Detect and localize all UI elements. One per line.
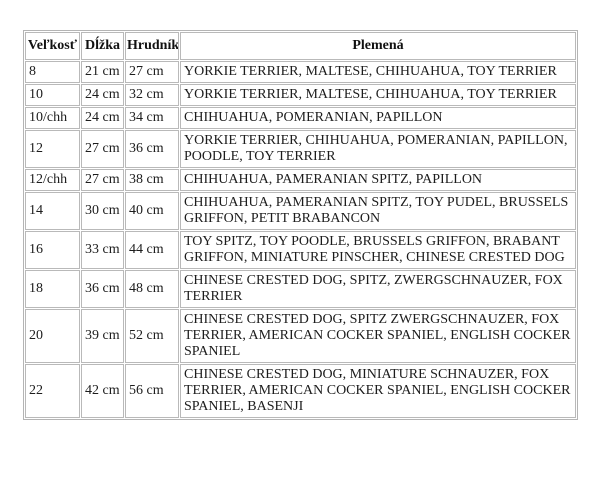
- dog-size-table: Veľkosť Dĺžka Hrudník Plemená 8 21 cm 27…: [23, 30, 578, 420]
- cell-length: 27 cm: [81, 169, 124, 191]
- cell-breeds: CHIHUAHUA, PAMERANIAN SPITZ, TOY PUDEL, …: [180, 192, 576, 230]
- cell-length: 24 cm: [81, 84, 124, 106]
- table-row: 12/chh 27 cm 38 cm CHIHUAHUA, PAMERANIAN…: [25, 169, 576, 191]
- table-header-row: Veľkosť Dĺžka Hrudník Plemená: [25, 32, 576, 60]
- cell-size: 14: [25, 192, 80, 230]
- table-row: 8 21 cm 27 cm YORKIE TERRIER, MALTESE, C…: [25, 61, 576, 83]
- cell-breeds: CHIHUAHUA, POMERANIAN, PAPILLON: [180, 107, 576, 129]
- table-row: 12 27 cm 36 cm YORKIE TERRIER, CHIHUAHUA…: [25, 130, 576, 168]
- cell-chest: 56 cm: [125, 364, 179, 418]
- cell-chest: 27 cm: [125, 61, 179, 83]
- column-header-breeds: Plemená: [180, 32, 576, 60]
- cell-chest: 52 cm: [125, 309, 179, 363]
- cell-size: 8: [25, 61, 80, 83]
- cell-chest: 48 cm: [125, 270, 179, 308]
- cell-chest: 32 cm: [125, 84, 179, 106]
- cell-length: 21 cm: [81, 61, 124, 83]
- cell-length: 42 cm: [81, 364, 124, 418]
- cell-breeds: YORKIE TERRIER, CHIHUAHUA, POMERANIAN, P…: [180, 130, 576, 168]
- cell-breeds: CHINESE CRESTED DOG, SPITZ, ZWERGSCHNAUZ…: [180, 270, 576, 308]
- cell-chest: 34 cm: [125, 107, 179, 129]
- cell-size: 10: [25, 84, 80, 106]
- cell-size: 16: [25, 231, 80, 269]
- cell-length: 24 cm: [81, 107, 124, 129]
- cell-breeds: CHINESE CRESTED DOG, MINIATURE SCHNAUZER…: [180, 364, 576, 418]
- table-body: 8 21 cm 27 cm YORKIE TERRIER, MALTESE, C…: [25, 61, 576, 418]
- cell-chest: 38 cm: [125, 169, 179, 191]
- cell-size: 22: [25, 364, 80, 418]
- column-header-chest: Hrudník: [125, 32, 179, 60]
- cell-breeds: TOY SPITZ, TOY POODLE, BRUSSELS GRIFFON,…: [180, 231, 576, 269]
- table-row: 16 33 cm 44 cm TOY SPITZ, TOY POODLE, BR…: [25, 231, 576, 269]
- cell-size: 12: [25, 130, 80, 168]
- cell-chest: 40 cm: [125, 192, 179, 230]
- cell-length: 36 cm: [81, 270, 124, 308]
- cell-chest: 44 cm: [125, 231, 179, 269]
- table-row: 10/chh 24 cm 34 cm CHIHUAHUA, POMERANIAN…: [25, 107, 576, 129]
- cell-breeds: CHINESE CRESTED DOG, SPITZ ZWERGSCHNAUZE…: [180, 309, 576, 363]
- cell-size: 18: [25, 270, 80, 308]
- cell-chest: 36 cm: [125, 130, 179, 168]
- table-row: 20 39 cm 52 cm CHINESE CRESTED DOG, SPIT…: [25, 309, 576, 363]
- cell-length: 30 cm: [81, 192, 124, 230]
- table-row: 10 24 cm 32 cm YORKIE TERRIER, MALTESE, …: [25, 84, 576, 106]
- cell-breeds: YORKIE TERRIER, MALTESE, CHIHUAHUA, TOY …: [180, 84, 576, 106]
- cell-size: 10/chh: [25, 107, 80, 129]
- cell-length: 39 cm: [81, 309, 124, 363]
- cell-breeds: CHIHUAHUA, PAMERANIAN SPITZ, PAPILLON: [180, 169, 576, 191]
- cell-size: 20: [25, 309, 80, 363]
- cell-size: 12/chh: [25, 169, 80, 191]
- table-row: 14 30 cm 40 cm CHIHUAHUA, PAMERANIAN SPI…: [25, 192, 576, 230]
- table-row: 18 36 cm 48 cm CHINESE CRESTED DOG, SPIT…: [25, 270, 576, 308]
- column-header-length: Dĺžka: [81, 32, 124, 60]
- cell-breeds: YORKIE TERRIER, MALTESE, CHIHUAHUA, TOY …: [180, 61, 576, 83]
- cell-length: 33 cm: [81, 231, 124, 269]
- column-header-size: Veľkosť: [25, 32, 80, 60]
- table-row: 22 42 cm 56 cm CHINESE CRESTED DOG, MINI…: [25, 364, 576, 418]
- cell-length: 27 cm: [81, 130, 124, 168]
